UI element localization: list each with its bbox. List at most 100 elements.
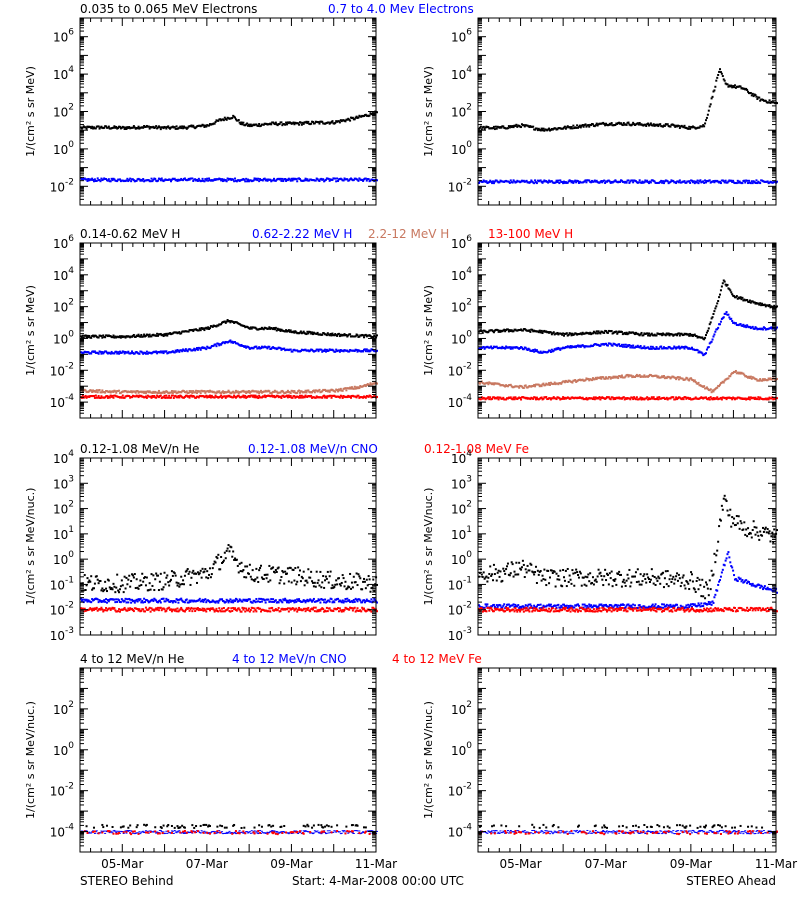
data-point [690,377,693,380]
data-point [146,352,149,355]
data-point [672,347,675,350]
data-point [601,181,604,184]
data-point [533,383,536,386]
data-point [578,124,581,127]
data-point [217,119,220,122]
data-point [291,396,294,399]
data-point [107,395,110,398]
data-point [288,330,291,333]
data-point [337,332,340,335]
data-point [720,398,723,401]
data-point [97,336,100,339]
data-point [292,121,295,124]
data-point [752,95,755,98]
data-point [351,116,354,119]
data-point [105,125,108,128]
data-point [695,335,698,338]
data-point [257,397,260,400]
data-point [289,329,292,332]
data-point [561,397,564,400]
data-point [673,124,676,127]
data-point [124,126,127,129]
data-point [166,390,169,393]
data-point [512,179,515,182]
y-tick-label: 10-2 [50,361,74,378]
data-point [314,349,317,352]
data-point [722,316,725,319]
y-tick-label: 10-2 [448,361,472,378]
data-point [584,398,587,401]
data-point [496,396,499,399]
data-point [730,84,733,87]
data-point [627,332,630,335]
data-point [563,180,566,183]
data-point [114,390,117,393]
data-point [305,120,308,123]
data-point [95,179,98,182]
data-point [712,312,715,315]
data-point [660,179,663,182]
data-point [198,327,201,330]
data-point [208,327,211,330]
data-point [747,375,750,378]
data-point [348,350,351,353]
data-point [701,352,704,355]
data-point [749,91,752,94]
data-point [639,333,642,336]
data-point [725,311,728,314]
data-point [751,325,754,328]
data-point [513,398,516,401]
data-point [224,179,227,182]
data-point [202,327,205,330]
data-point [157,396,160,399]
data-point [157,389,160,392]
data-point [619,122,622,125]
data-point [648,334,651,337]
data-point [520,126,523,129]
data-point [350,386,353,389]
data-point [694,396,697,399]
data-point [486,397,489,400]
data-point [169,178,172,181]
data-point [739,296,742,299]
data-point [603,122,606,125]
data-point [741,296,744,299]
data-point [258,180,261,183]
data-point [676,346,679,349]
data-point [221,178,224,181]
data-point [580,333,583,336]
data-point [183,177,186,180]
data-point [289,179,292,182]
data-point [274,326,277,329]
data-point [85,336,88,339]
data-point [358,335,361,338]
data-point [247,124,250,127]
data-point [577,180,580,183]
data-point [776,305,778,308]
data-point [93,350,96,353]
data-point [167,125,170,128]
data-point [86,179,89,182]
data-point [711,389,714,392]
data-point [358,177,361,180]
data-point [746,298,749,301]
data-point [289,348,292,351]
data-point [624,375,627,378]
data-point [485,180,488,183]
data-point [162,335,165,338]
data-point [125,179,128,182]
data-point [759,99,762,102]
data-point [162,390,165,393]
data-point [729,375,732,378]
data-point [110,350,113,353]
data-point [364,350,367,353]
data-point [173,351,176,354]
data-point [712,90,715,93]
data-point [134,391,137,394]
data-point [634,398,637,401]
data-point [506,328,509,331]
data-point [521,329,524,332]
data-point [159,128,162,131]
data-point [516,125,519,128]
data-point [776,102,778,105]
